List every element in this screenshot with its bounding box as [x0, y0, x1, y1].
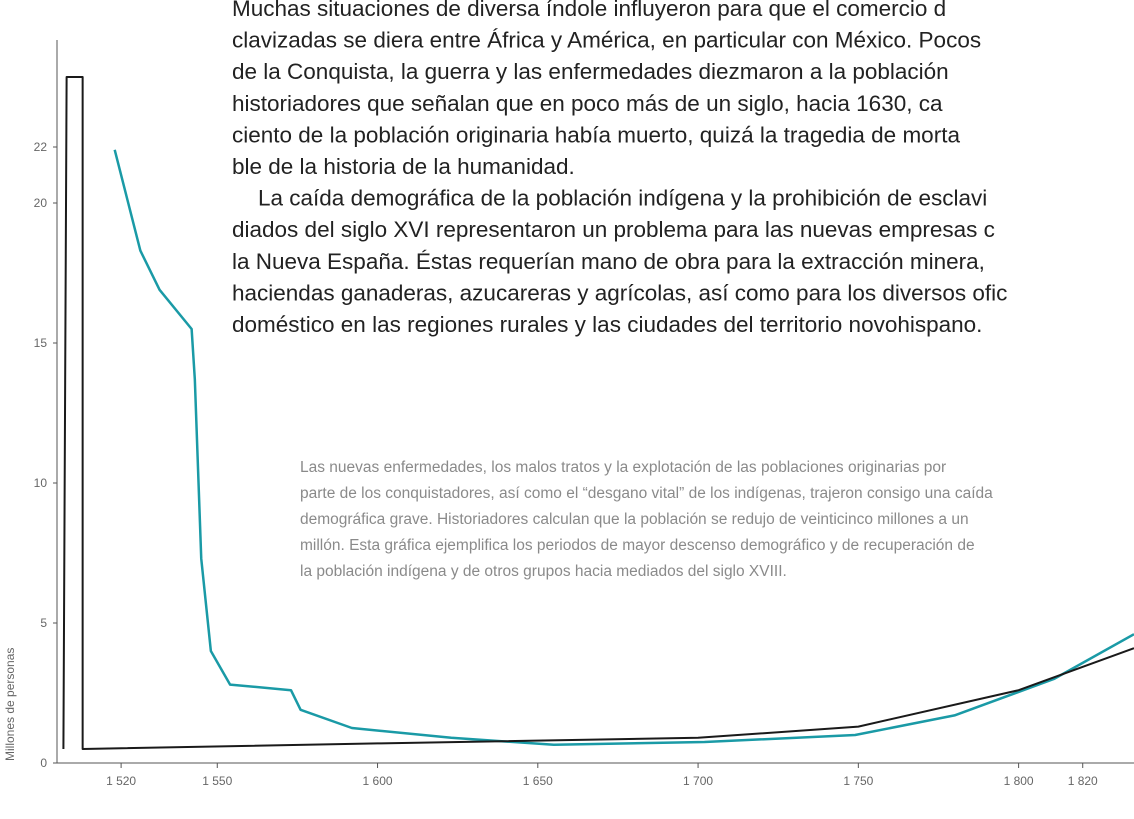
series-line — [63, 77, 1134, 749]
x-tick-label: 1 600 — [363, 774, 393, 788]
caption-line: parte de los conquistadores, así como el… — [300, 485, 993, 502]
paragraph-line: diados del siglo XVI representaron un pr… — [232, 217, 995, 242]
y-tick-label: 15 — [34, 336, 48, 350]
x-tick-label: 1 520 — [106, 774, 136, 788]
paragraph-line: ciento de la población originaria había … — [232, 122, 960, 147]
paragraph-line: doméstico en las regiones rurales y las … — [232, 312, 982, 337]
caption-line: Las nuevas enfermedades, los malos trato… — [300, 459, 946, 476]
y-tick-label: 20 — [34, 196, 48, 210]
page: Muchas situaciones de diversa índole inf… — [0, 0, 1134, 819]
paragraph-line: Muchas situaciones de diversa índole inf… — [232, 0, 946, 21]
x-tick-label: 1 750 — [843, 774, 873, 788]
paragraph-line: La caída demográfica de la población ind… — [258, 186, 987, 211]
paragraph-line: ble de la historia de la humanidad. — [232, 154, 575, 179]
paragraph-line: haciendas ganaderas, azucareras y agríco… — [232, 280, 1007, 305]
paragraph-line: de la Conquista, la guerra y las enferme… — [232, 59, 949, 84]
paragraph-line: clavizadas se diera entre África y Améri… — [232, 28, 981, 53]
y-tick-label: 5 — [40, 616, 47, 630]
caption-line: la población indígena y de otros grupos … — [300, 563, 787, 580]
x-tick-label: 1 800 — [1004, 774, 1034, 788]
paragraph-line: historiadores que señalan que en poco má… — [232, 91, 943, 116]
x-tick-label: 1 700 — [683, 774, 713, 788]
y-axis-label: Millones de personas — [3, 648, 17, 761]
caption-line: millón. Esta gráfica ejemplifica los per… — [300, 537, 975, 554]
y-tick-label: 0 — [40, 756, 47, 770]
x-tick-label: 1 550 — [202, 774, 232, 788]
chart: Muchas situaciones de diversa índole inf… — [0, 0, 1134, 819]
x-tick-label: 1 650 — [523, 774, 553, 788]
paragraph-line: la Nueva España. Éstas requerían mano de… — [232, 249, 985, 274]
y-tick-label: 10 — [34, 476, 48, 490]
y-tick-label: 22 — [34, 140, 48, 154]
x-tick-label: 1 820 — [1068, 774, 1098, 788]
caption-line: demográfica grave. Historiadores calcula… — [300, 511, 969, 528]
